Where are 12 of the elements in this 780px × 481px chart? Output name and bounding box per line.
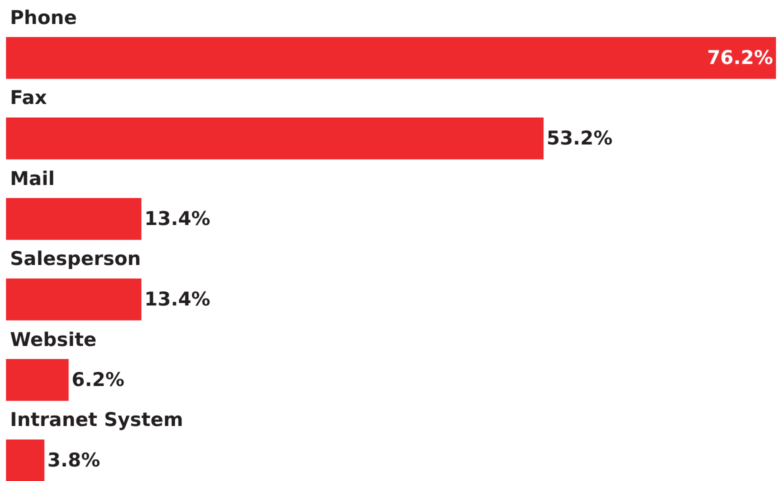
y-tick-label: Mail (10, 168, 55, 190)
data-label: 13.4% (144, 288, 210, 310)
data-label: 6.2% (72, 368, 124, 391)
y-tick-label: Fax (10, 87, 47, 109)
y-tick-label: Intranet System (10, 409, 184, 431)
y-tick-label: Salesperson (10, 248, 141, 270)
data-label: 76.2% (707, 46, 773, 69)
data-label: 53.2% (546, 127, 613, 150)
y-tick-label: Website (10, 329, 97, 351)
data-label: 13.4% (144, 208, 210, 230)
data-label: 3.8% (47, 449, 100, 472)
y-tick-label: Phone (10, 7, 77, 29)
